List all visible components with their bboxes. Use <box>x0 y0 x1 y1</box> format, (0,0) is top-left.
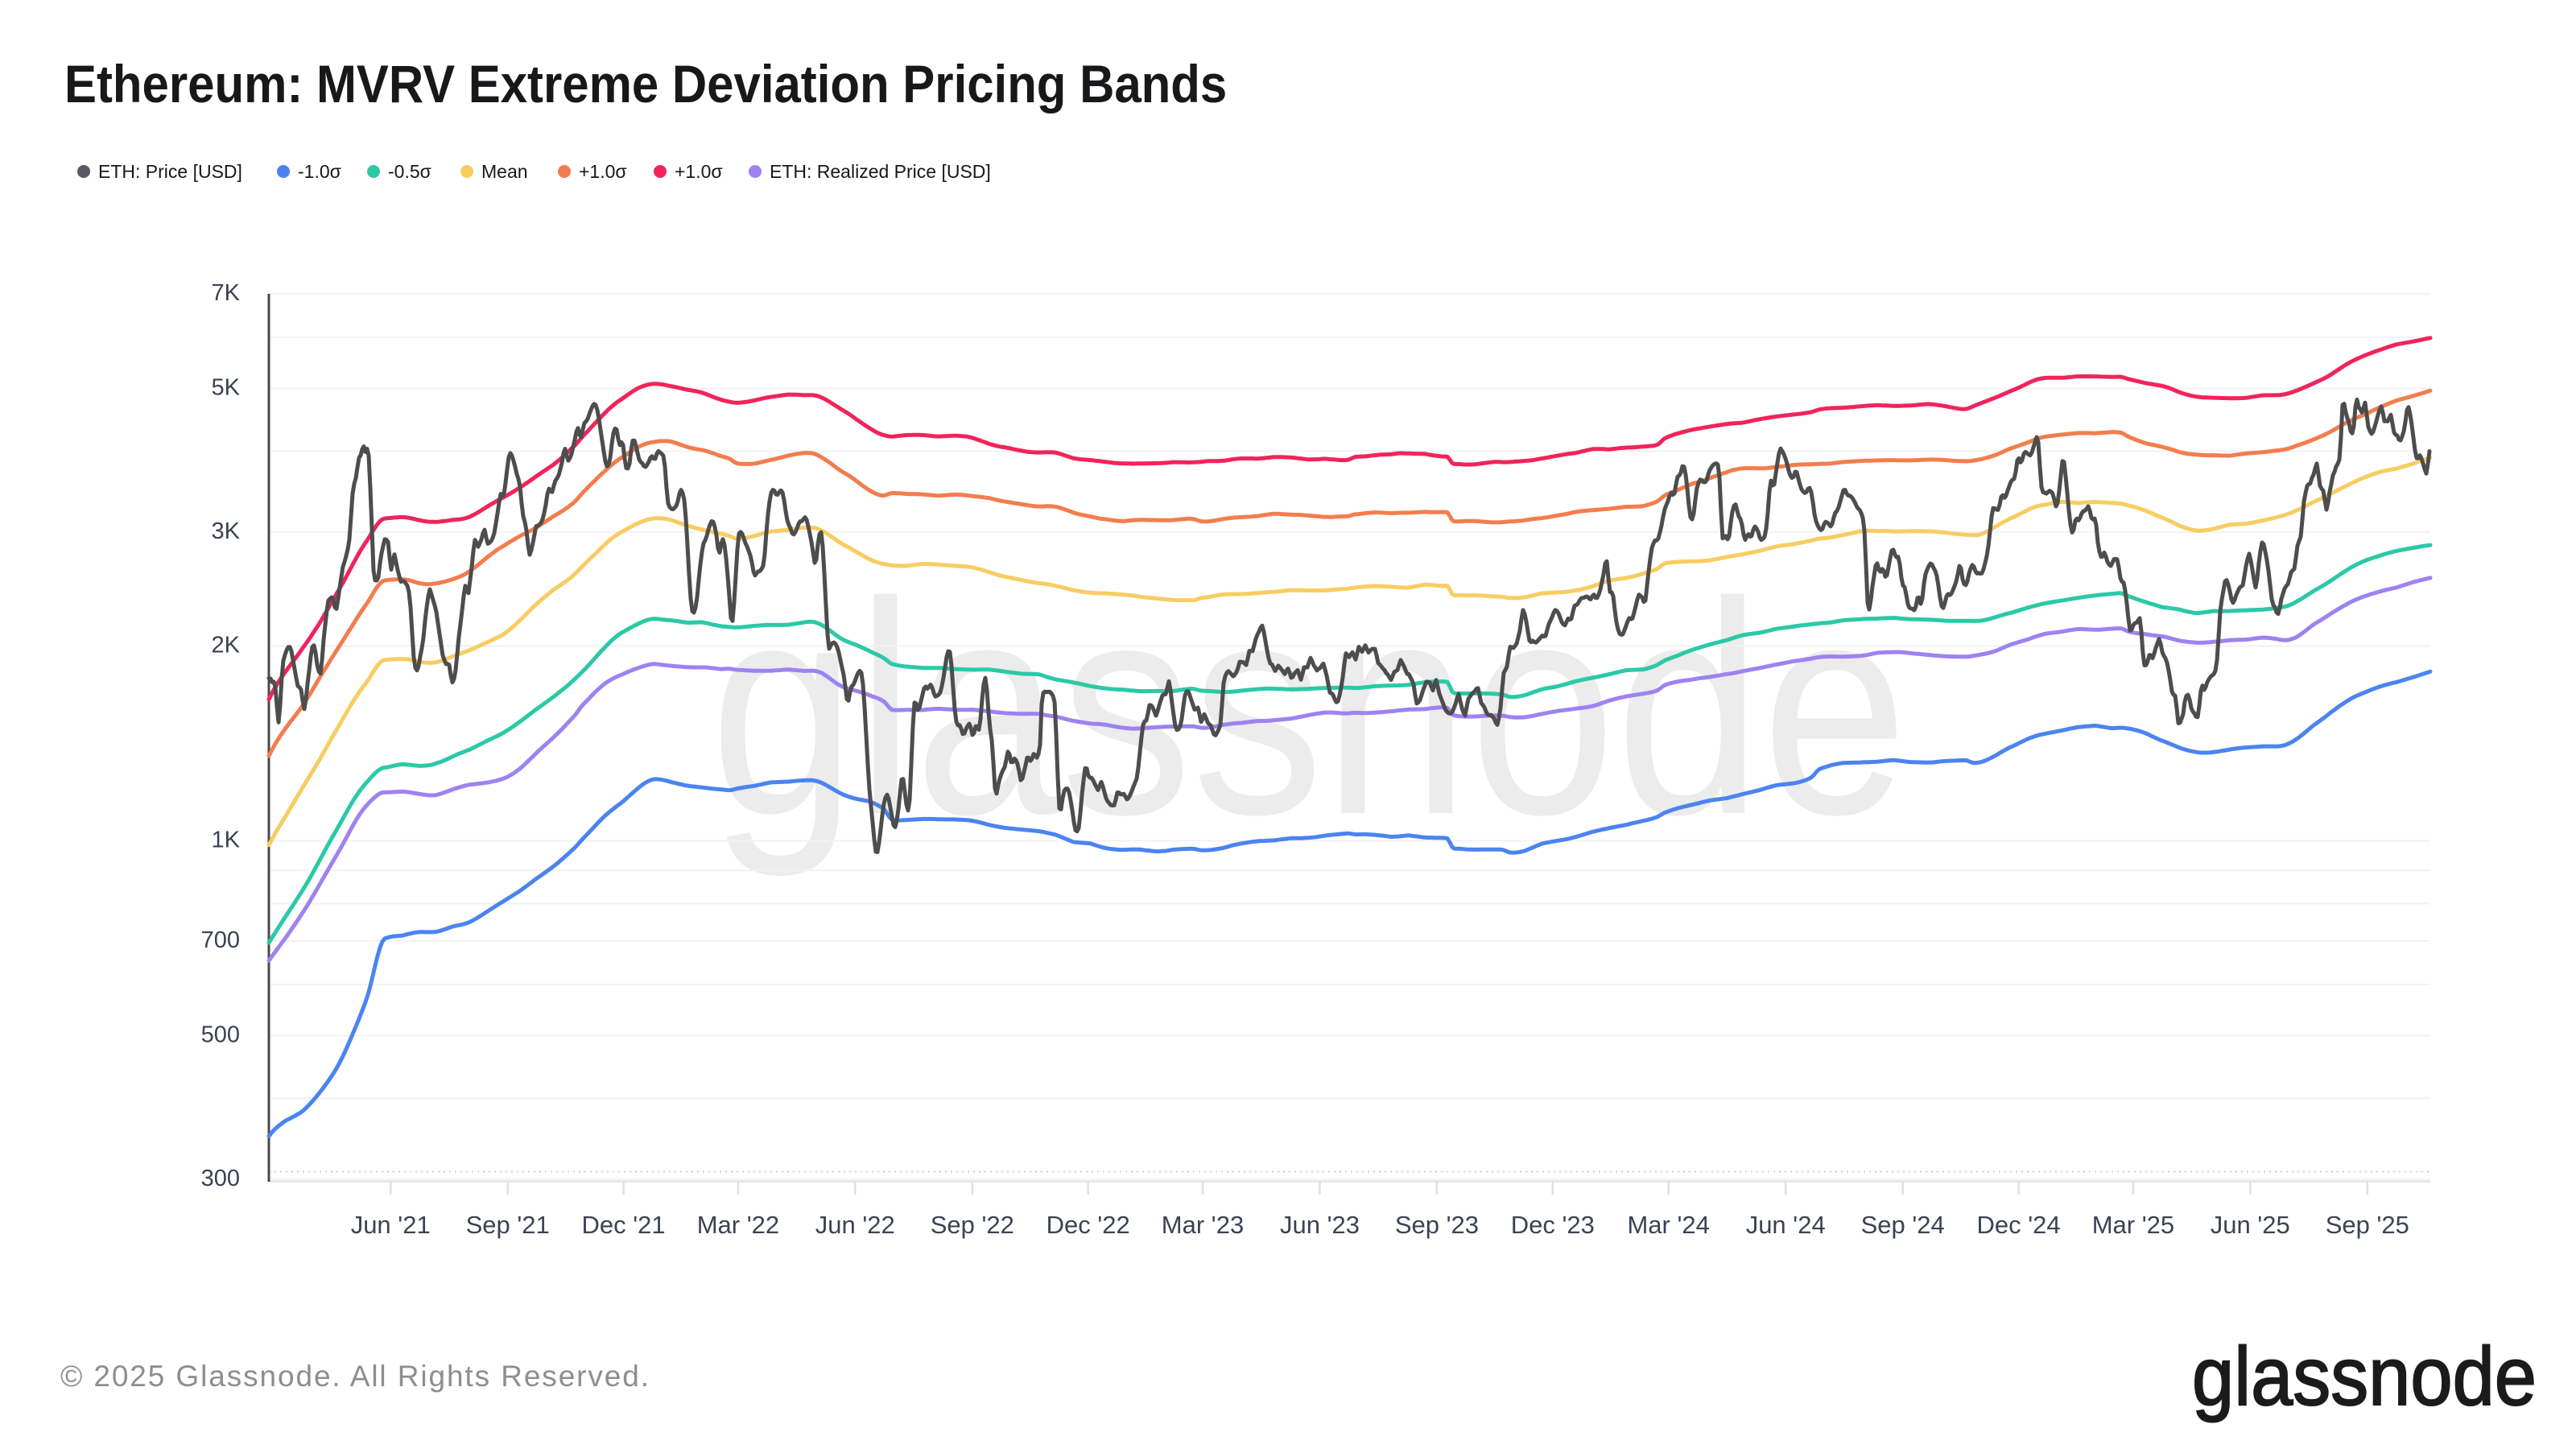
svg-text:300: 300 <box>201 1166 240 1191</box>
svg-text:700: 700 <box>201 927 240 953</box>
svg-text:Sep '24: Sep '24 <box>1861 1211 1945 1239</box>
svg-text:Mar '22: Mar '22 <box>697 1211 779 1239</box>
svg-text:Dec '23: Dec '23 <box>1511 1211 1595 1239</box>
svg-text:Jun '22: Jun '22 <box>815 1211 895 1239</box>
svg-text:Sep '25: Sep '25 <box>2326 1211 2409 1239</box>
svg-text:7K: 7K <box>212 280 241 306</box>
svg-text:Sep '23: Sep '23 <box>1395 1211 1479 1239</box>
svg-text:Jun '25: Jun '25 <box>2211 1211 2290 1239</box>
svg-text:1K: 1K <box>212 828 241 853</box>
svg-text:Jun '21: Jun '21 <box>351 1211 431 1239</box>
svg-text:Dec '22: Dec '22 <box>1046 1211 1130 1239</box>
svg-text:Mar '25: Mar '25 <box>2092 1211 2174 1239</box>
svg-text:Dec '24: Dec '24 <box>1977 1211 2061 1239</box>
svg-text:3K: 3K <box>212 518 241 544</box>
svg-text:Jun '24: Jun '24 <box>1746 1211 1826 1239</box>
svg-text:Sep '22: Sep '22 <box>931 1211 1014 1239</box>
svg-text:glassnode: glassnode <box>2192 1330 2537 1422</box>
svg-text:Dec '21: Dec '21 <box>582 1211 666 1239</box>
svg-text:Sep '21: Sep '21 <box>466 1211 550 1239</box>
svg-text:5K: 5K <box>212 375 241 401</box>
svg-text:Mar '23: Mar '23 <box>1162 1211 1244 1239</box>
svg-text:Mar '24: Mar '24 <box>1627 1211 1709 1239</box>
svg-text:2K: 2K <box>212 633 241 658</box>
svg-text:Jun '23: Jun '23 <box>1280 1211 1360 1239</box>
svg-text:500: 500 <box>201 1022 240 1048</box>
